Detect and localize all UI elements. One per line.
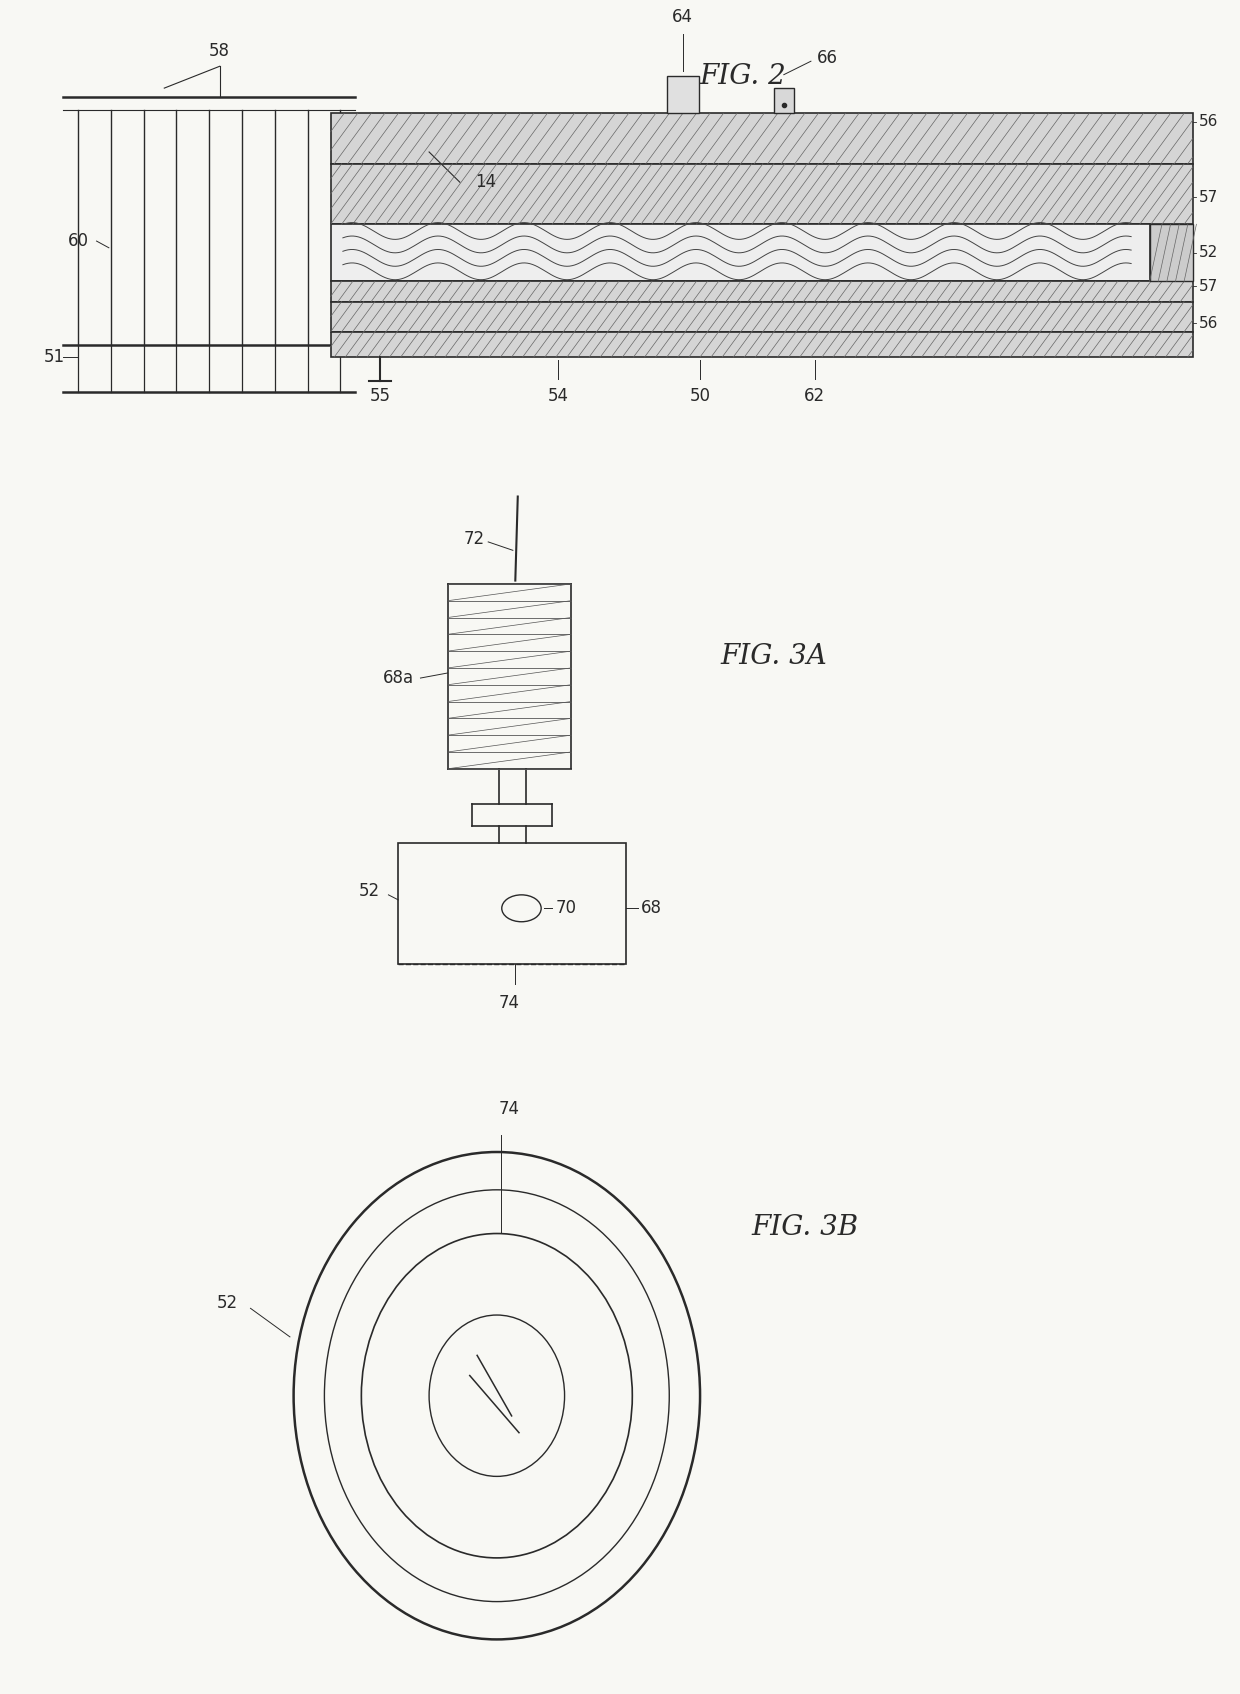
Text: 56: 56 bbox=[1199, 113, 1218, 129]
Bar bbox=[331, 113, 1193, 164]
Bar bbox=[331, 164, 1193, 224]
Text: 56: 56 bbox=[1199, 315, 1218, 330]
Text: 52: 52 bbox=[358, 883, 379, 901]
Text: 51: 51 bbox=[43, 347, 64, 366]
Bar bbox=[331, 302, 1193, 332]
Text: 57: 57 bbox=[1199, 190, 1218, 205]
Text: 74: 74 bbox=[498, 1101, 520, 1118]
Text: FIG. 3B: FIG. 3B bbox=[751, 1215, 858, 1242]
Bar bbox=[398, 842, 626, 964]
Text: 62: 62 bbox=[804, 388, 825, 405]
Text: 60: 60 bbox=[68, 232, 89, 251]
Text: FIG. 3A: FIG. 3A bbox=[720, 642, 827, 669]
Bar bbox=[774, 88, 794, 113]
Bar bbox=[331, 224, 1149, 281]
Bar bbox=[1149, 224, 1193, 281]
Text: 54: 54 bbox=[548, 388, 569, 405]
Text: 14: 14 bbox=[475, 173, 496, 191]
Text: 52: 52 bbox=[217, 1294, 238, 1313]
Text: 72: 72 bbox=[464, 530, 485, 547]
Text: 74: 74 bbox=[498, 994, 520, 1011]
Text: 66: 66 bbox=[817, 49, 838, 66]
Text: 57: 57 bbox=[1199, 280, 1218, 295]
Text: FIG. 2: FIG. 2 bbox=[699, 63, 786, 90]
Text: 50: 50 bbox=[689, 388, 711, 405]
Text: 68: 68 bbox=[641, 900, 662, 918]
Bar bbox=[331, 332, 1193, 357]
Text: 70: 70 bbox=[556, 900, 577, 918]
Bar bbox=[667, 76, 699, 113]
Text: 52: 52 bbox=[1199, 246, 1218, 261]
Text: 68a: 68a bbox=[383, 669, 414, 688]
Bar bbox=[331, 281, 1193, 302]
Text: 55: 55 bbox=[370, 388, 391, 405]
Text: 58: 58 bbox=[210, 42, 231, 59]
Text: 64: 64 bbox=[672, 8, 693, 25]
